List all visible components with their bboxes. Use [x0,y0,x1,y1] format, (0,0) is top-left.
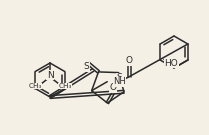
Text: NH: NH [113,77,126,86]
Text: S: S [117,73,122,82]
Text: S: S [83,62,89,71]
Text: CH₃: CH₃ [28,83,42,89]
Text: CH₃: CH₃ [58,83,72,89]
Text: O: O [126,56,133,65]
Text: HO: HO [164,58,178,68]
Text: N: N [47,70,53,80]
Text: O: O [110,83,117,92]
